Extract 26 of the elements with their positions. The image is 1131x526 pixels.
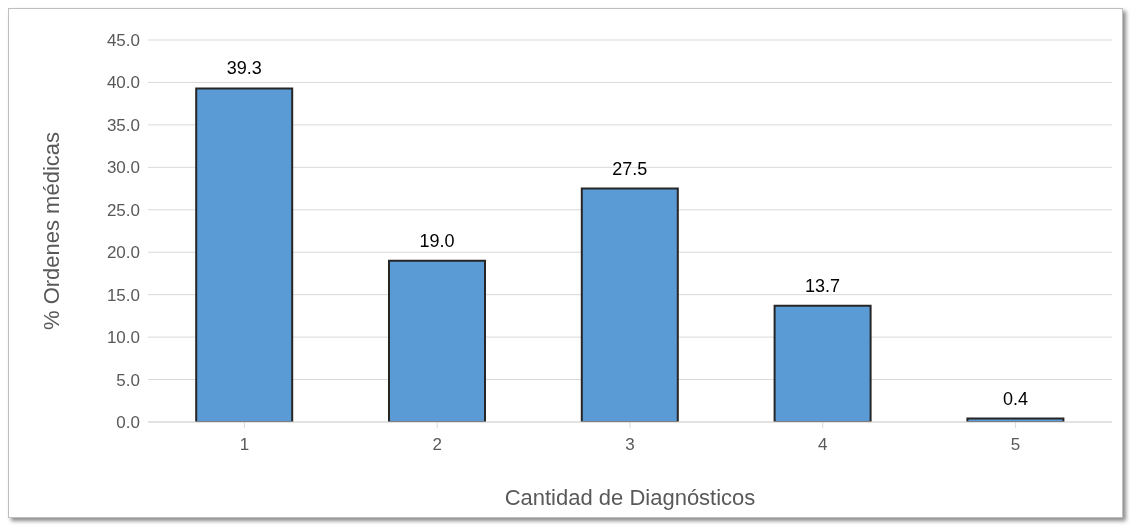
y-tick-label: 15.0 [106, 285, 140, 305]
y-tick-label: 10.0 [106, 328, 140, 348]
y-tick-label: 20.0 [106, 243, 140, 263]
y-tick-label: 30.0 [106, 158, 140, 178]
bar [580, 187, 679, 422]
bar [195, 87, 294, 422]
bar [388, 259, 486, 422]
y-tick-label: 45.0 [106, 31, 140, 51]
x-tick-label: 2 [432, 435, 442, 455]
data-label: 13.7 [805, 275, 841, 296]
y-tick-label: 40.0 [106, 73, 140, 93]
x-tick-label: 3 [625, 435, 635, 455]
x-tick-label: 5 [1010, 435, 1021, 455]
x-tick-label: 1 [239, 435, 250, 455]
y-tick-label: 25.0 [106, 200, 140, 220]
data-label: 19.0 [419, 230, 455, 251]
data-label: 0.4 [1002, 388, 1028, 409]
y-tick-label: 5.0 [116, 370, 140, 390]
data-label: 39.3 [226, 58, 262, 79]
bar [773, 304, 872, 422]
x-axis-title: Cantidad de Diagnósticos [504, 485, 756, 510]
y-tick-label: 0.0 [116, 413, 140, 433]
x-tick-label: 4 [818, 435, 828, 455]
data-label: 27.5 [612, 158, 648, 179]
y-tick-label: 35.0 [106, 115, 140, 135]
y-axis-title: % Ordenes médicas [38, 131, 64, 331]
